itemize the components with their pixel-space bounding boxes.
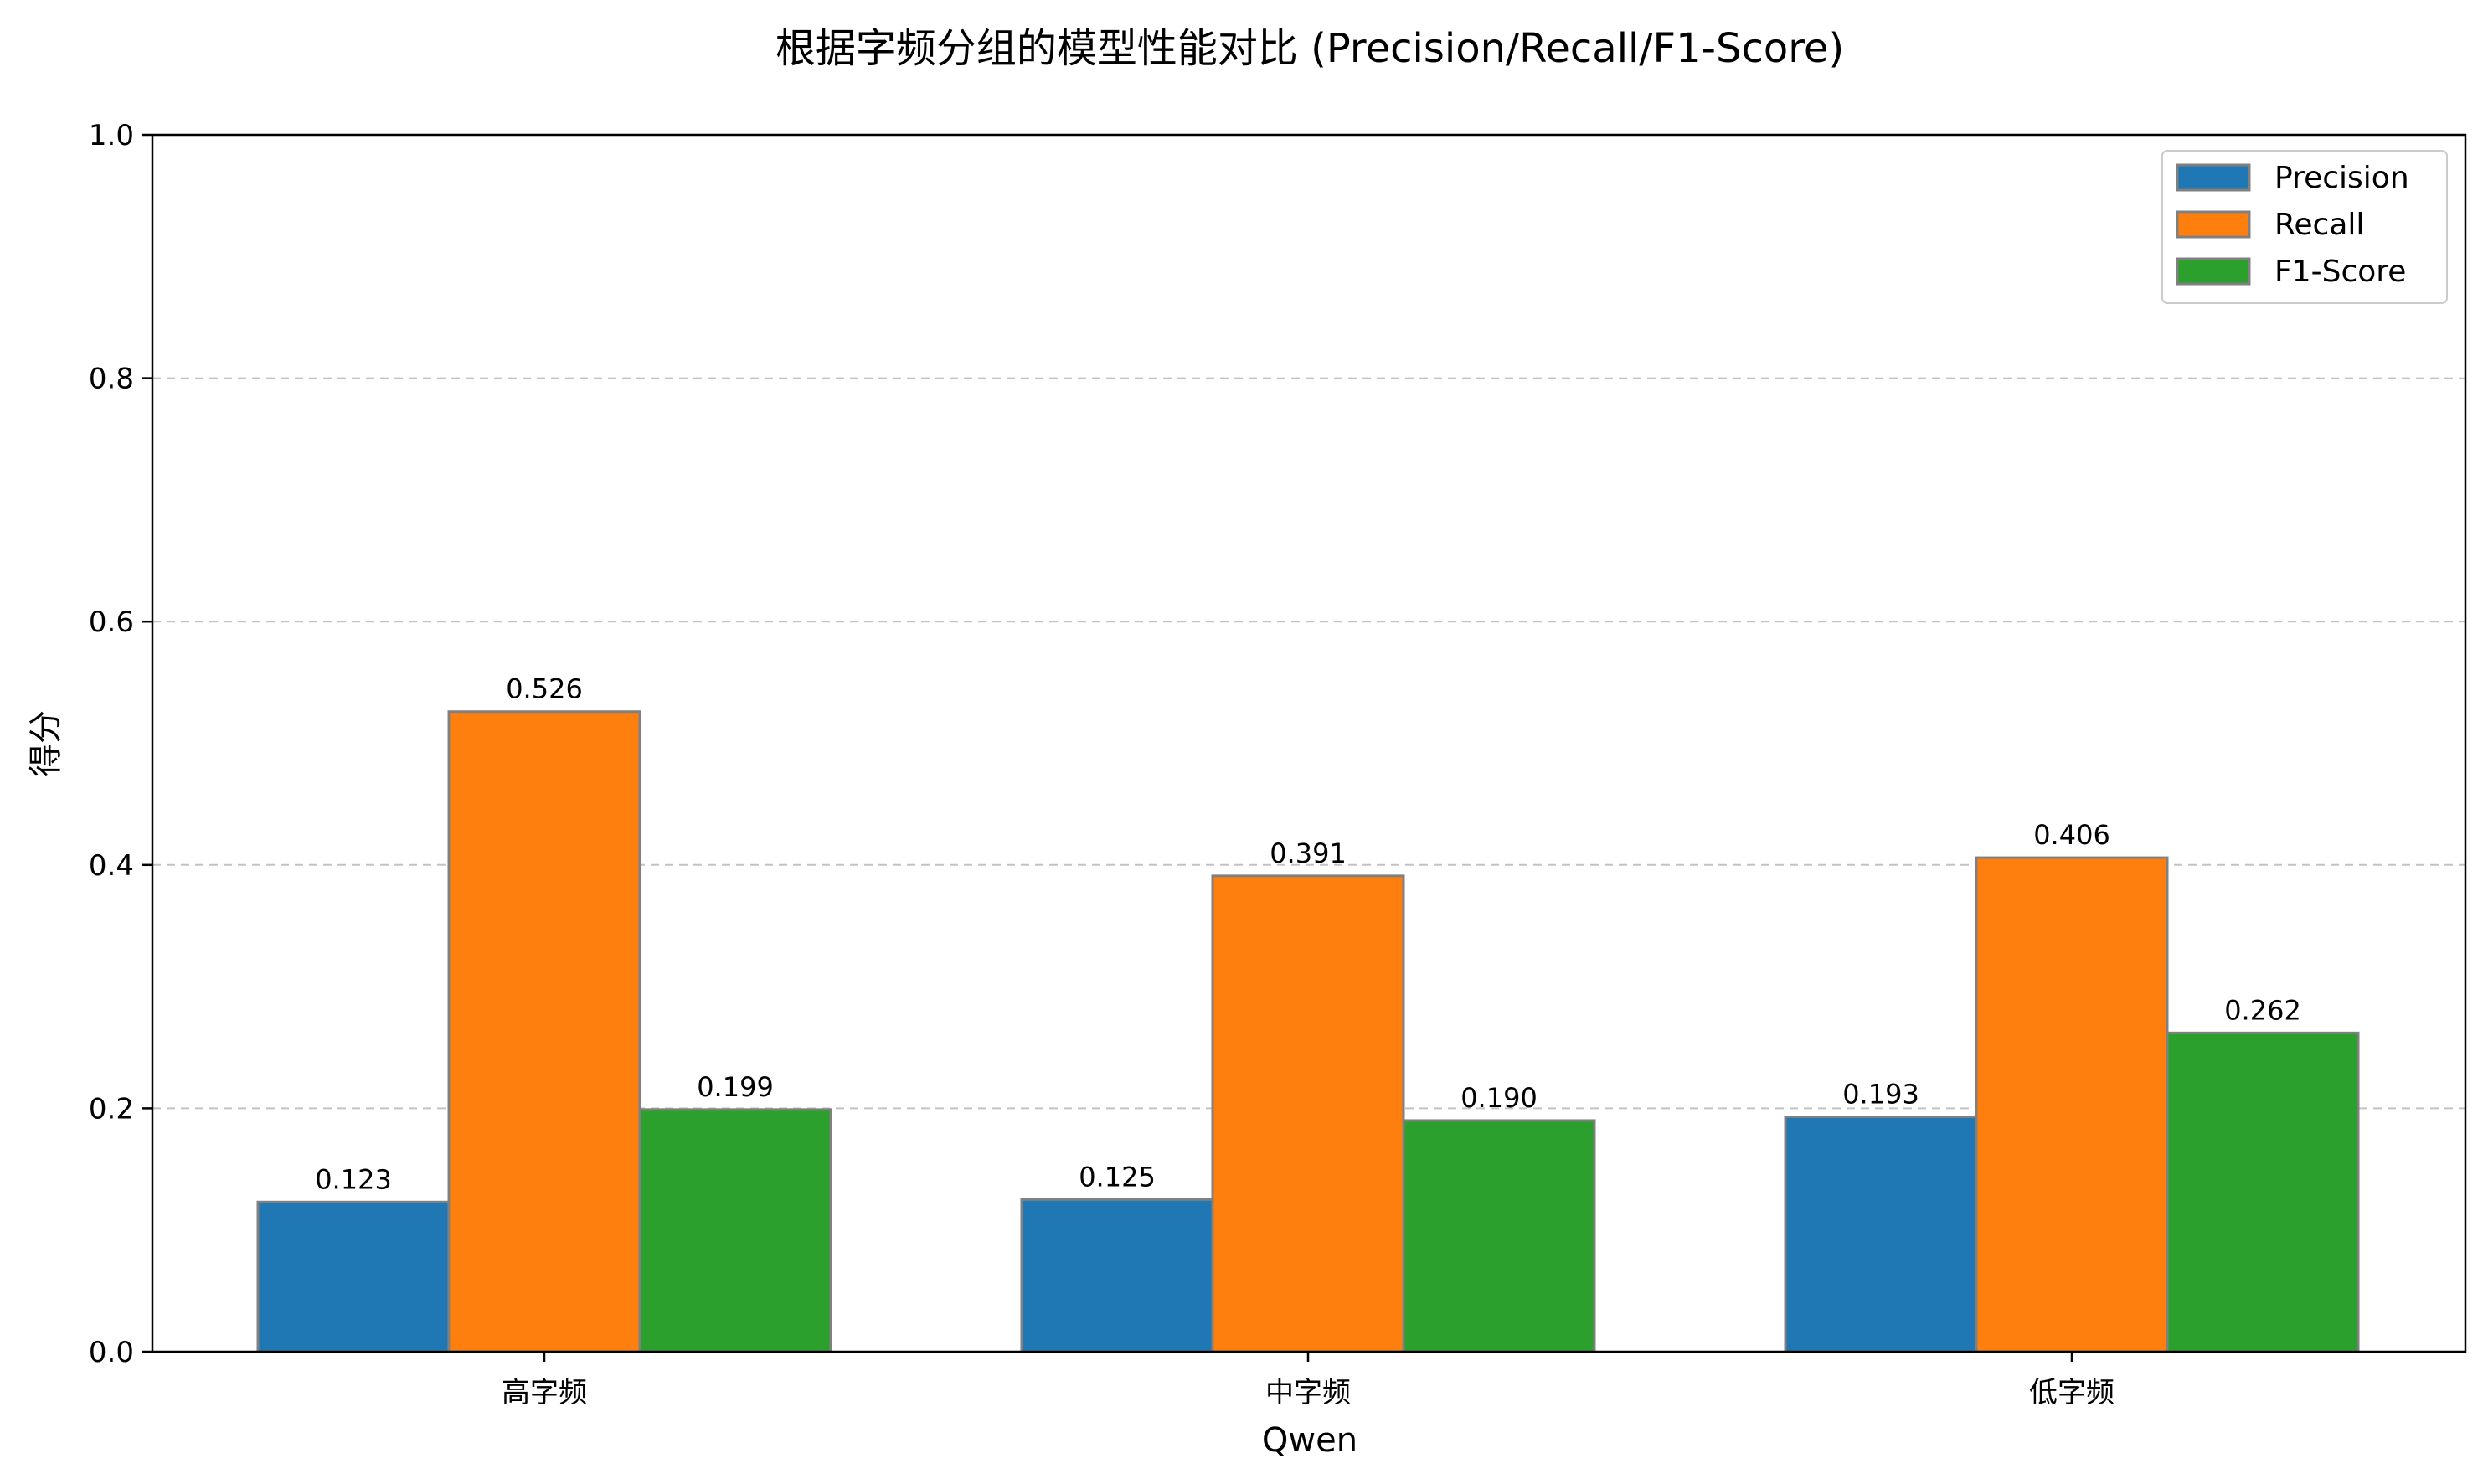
x-tick-label: 中字频 — [1265, 1376, 1351, 1409]
bar-precision — [1020, 1198, 1214, 1353]
y-tick-label: 1.0 — [89, 119, 134, 152]
x-ticks-layer: 高字频 中字频 低字频 — [502, 1352, 2115, 1409]
y-tick-label: 0.6 — [89, 605, 134, 639]
legend-swatch — [2176, 257, 2251, 286]
bar-recall — [447, 710, 641, 1353]
x-axis-label: Qwen — [1262, 1421, 1357, 1460]
legend: Precision Recall F1-Score — [2161, 150, 2448, 304]
bar-labels-layer: 0.123 0.526 0.199 0.125 0.391 0.190 0.193 0.406… — [315, 673, 2301, 1196]
y-tick-label: 0.4 — [89, 849, 134, 883]
bar-f1-score — [638, 1108, 832, 1353]
y-axis-label: 得分 — [27, 710, 65, 777]
y-tick-label: 0.2 — [89, 1092, 134, 1126]
legend-label: Precision — [2274, 161, 2409, 195]
bar-precision — [256, 1200, 451, 1353]
bar-value-label: 0.391 — [1270, 837, 1347, 869]
bar-f1-score — [2166, 1031, 2360, 1353]
bar-value-label: 0.190 — [1460, 1082, 1538, 1114]
legend-items: Precision Recall F1-Score — [2176, 161, 2409, 289]
x-tick-label: 高字频 — [502, 1376, 587, 1409]
legend-label: F1-Score — [2274, 255, 2406, 289]
legend-swatch — [2176, 163, 2251, 192]
bar-recall — [1975, 856, 2169, 1353]
x-tick-label: 低字频 — [2029, 1376, 2115, 1409]
legend-swatch — [2176, 210, 2251, 239]
y-tick-label: 0.0 — [89, 1336, 134, 1369]
bar-value-label: 0.123 — [315, 1163, 392, 1195]
bar-value-label: 0.262 — [2224, 994, 2301, 1026]
bar-value-label: 0.125 — [1079, 1161, 1156, 1193]
legend-label: Recall — [2274, 208, 2364, 242]
y-tick-label: 0.8 — [89, 363, 134, 396]
bar-recall — [1211, 874, 1405, 1353]
bar-value-label: 0.199 — [697, 1071, 774, 1103]
bar-value-label: 0.526 — [506, 673, 583, 705]
bar-f1-score — [1402, 1119, 1596, 1353]
bar-precision — [1784, 1116, 1978, 1353]
y-ticks-layer: 0.0 0.2 0.4 0.6 0.8 1.0 — [89, 119, 152, 1369]
chart-title: 根据字频分组的模型性能对比 (Precision/Recall/F1-Score… — [775, 25, 1844, 72]
bar-value-label: 0.193 — [1842, 1079, 1919, 1110]
bar-value-label: 0.406 — [2033, 819, 2110, 851]
bars-layer — [256, 710, 2360, 1353]
